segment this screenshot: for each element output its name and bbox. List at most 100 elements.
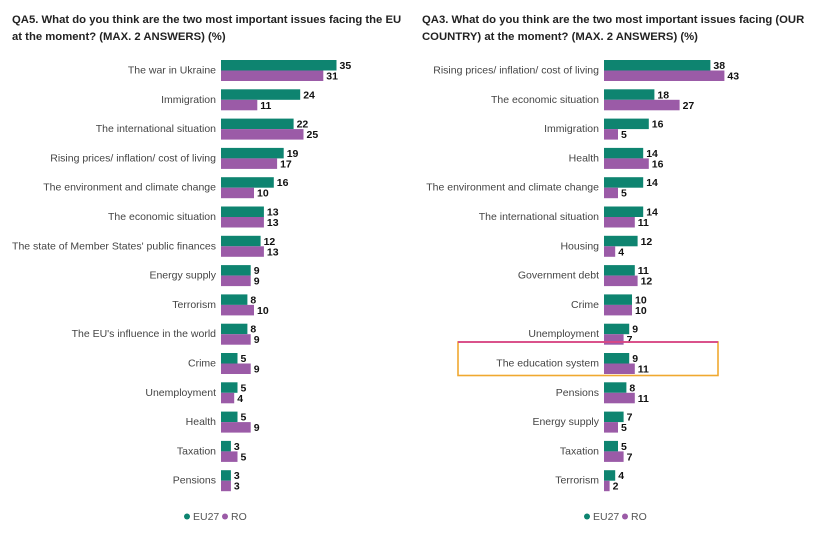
category-row: Unemployment 97 (528, 323, 638, 346)
ro-value-label: 10 (257, 305, 269, 317)
category-label: The environment and climate change (43, 182, 216, 194)
ro-value-label: 10 (635, 305, 647, 317)
eu27-value-label: 4 (618, 470, 624, 482)
ro-legend-label: RO (631, 511, 647, 523)
eu27-value-label: 14 (646, 148, 658, 160)
ro-value-label: 4 (237, 393, 243, 405)
eu27-bar (604, 147, 644, 159)
category-label: The environment and climate change (426, 182, 599, 194)
eu27-value-label: 13 (267, 207, 279, 219)
eu27-bar (604, 382, 627, 393)
eu27-bar (604, 440, 618, 452)
ro-bar (604, 217, 635, 228)
eu27-value-label: 35 (340, 60, 352, 72)
category-row: Housing 12 4 (560, 235, 653, 258)
eu27-bar (221, 411, 238, 423)
eu27-value-label: 8 (250, 294, 256, 306)
right-chart-title: QA3. What do you think are the two most … (422, 14, 805, 43)
ro-bar (221, 451, 238, 462)
eu27-legend-label: EU27 (193, 511, 219, 523)
ro-value-label: 17 (280, 158, 292, 170)
eu27-value-label: 24 (303, 89, 315, 101)
category-row: Crime 59 (188, 353, 260, 376)
category-row: The environment and climate change 14 5 (426, 177, 658, 200)
ro-bar (604, 246, 616, 257)
eu27-bar (221, 206, 264, 217)
eu27-bar (221, 323, 248, 335)
category-label: Health (569, 152, 600, 164)
category-row: Terrorism 42 (555, 470, 624, 493)
eu27-value-label: 5 (241, 382, 247, 394)
eu27-value-label: 12 (641, 236, 653, 248)
category-label: Immigration (161, 94, 216, 106)
eu27-value-label: 19 (287, 148, 299, 160)
eu27-value-label: 11 (638, 265, 649, 277)
eu27-value-label: 10 (635, 294, 647, 306)
eu27-legend-marker (184, 513, 190, 520)
category-label: Rising prices/ inflation/ cost of living (50, 152, 216, 164)
ro-bar (221, 480, 231, 492)
ro-value-label: 11 (638, 393, 649, 405)
ro-bar (604, 392, 635, 404)
eu27-value-label: 16 (277, 177, 289, 189)
eu27-legend-marker (584, 513, 590, 520)
ro-value-label: 9 (254, 276, 260, 288)
right-chart-panel: Rising prices/ inflation/ cost of living… (410, 0, 820, 539)
category-row: The environment and climate change 16 10 (43, 177, 289, 200)
ro-bar (221, 217, 264, 228)
eu27-bar (221, 294, 248, 305)
eu27-value-label: 5 (241, 353, 247, 365)
category-label: The war in Ukraine (128, 65, 216, 77)
ro-bar (221, 422, 251, 433)
ro-bar (604, 480, 610, 492)
right-chart-svg: Rising prices/ inflation/ cost of living… (426, 60, 739, 523)
ro-bar (604, 275, 638, 287)
ro-bar (221, 392, 235, 404)
eu27-bar (221, 382, 238, 393)
ro-bar (221, 304, 254, 316)
category-label: Housing (560, 240, 599, 252)
ro-bar (221, 129, 304, 140)
category-label: Pensions (556, 387, 599, 399)
eu27-value-label: 9 (632, 353, 638, 365)
category-row: The economic situation 18 27 (491, 89, 694, 112)
eu27-value-label: 18 (657, 89, 669, 101)
category-label: Unemployment (528, 328, 599, 340)
eu27-value-label: 8 (629, 382, 635, 394)
category-label: Energy supply (149, 270, 216, 282)
category-row: Energy supply 99 (149, 265, 260, 288)
eu27-value-label: 8 (250, 324, 256, 336)
category-label: Crime (188, 358, 216, 370)
category-label: The international situation (96, 123, 216, 135)
ro-bar (221, 363, 251, 374)
ro-value-label: 25 (307, 129, 319, 141)
ro-value-label: 7 (627, 334, 633, 346)
category-label: The state of Member States' public finan… (12, 240, 216, 252)
eu27-bar (604, 470, 616, 481)
eu27-bar (604, 323, 630, 335)
eu27-bar (221, 89, 301, 100)
category-label: Taxation (560, 445, 599, 457)
category-label: Health (186, 416, 217, 428)
ro-value-label: 27 (683, 100, 695, 112)
category-row: Rising prices/ inflation/ cost of living… (433, 60, 739, 83)
category-label: Pensions (173, 475, 216, 487)
ro-bar (604, 363, 635, 374)
eu27-bar (221, 177, 274, 188)
category-label: Energy supply (532, 416, 599, 428)
category-label: The economic situation (108, 211, 216, 223)
category-row: Pensions 33 (173, 470, 240, 493)
eu27-value-label: 3 (234, 441, 240, 453)
ro-bar (221, 158, 278, 169)
eu27-bar (604, 294, 632, 305)
eu27-legend-label: EU27 (593, 511, 619, 523)
ro-value-label: 16 (652, 158, 664, 170)
ro-value-label: 11 (638, 217, 649, 229)
ro-value-label: 31 (326, 71, 338, 83)
category-row: The state of Member States' public finan… (12, 235, 279, 258)
eu27-value-label: 5 (621, 441, 627, 453)
